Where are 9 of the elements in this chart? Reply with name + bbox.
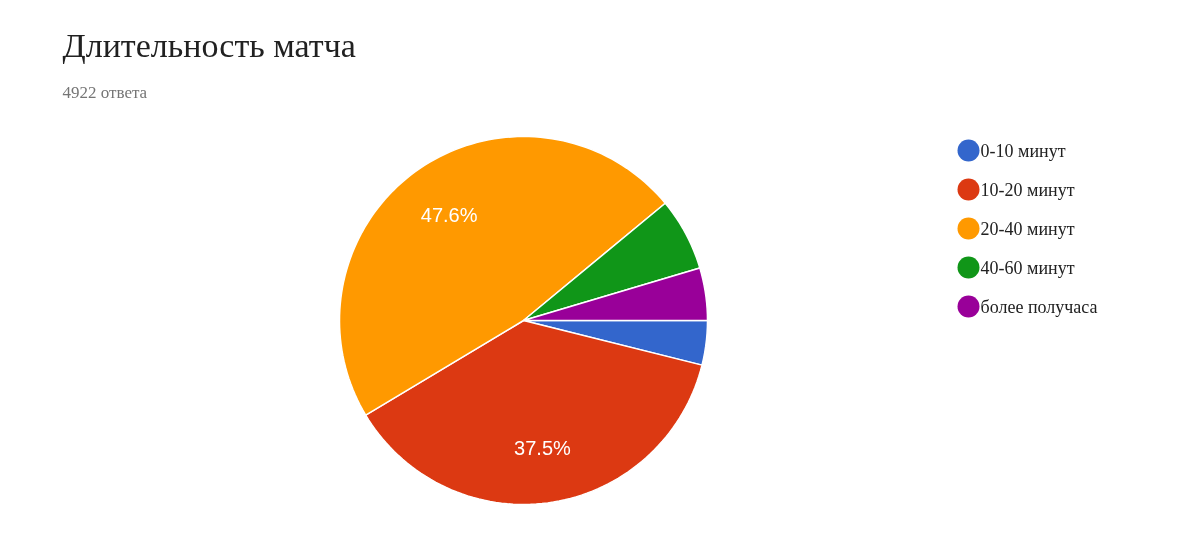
legend-label: более получаса [980, 296, 1098, 317]
text: 4922 ответа [62, 83, 148, 102]
chart-title: Длительность матча [62, 27, 356, 64]
legend-label: 40-60 минут [980, 257, 1075, 278]
legend-label: 10-20 минут [980, 179, 1075, 200]
data-label: 37.5% [514, 436, 572, 459]
legend-label: 20-40 минут [980, 218, 1075, 239]
data-label: 47.6% [420, 204, 478, 227]
legend-label: 0-10 минут [980, 140, 1066, 161]
